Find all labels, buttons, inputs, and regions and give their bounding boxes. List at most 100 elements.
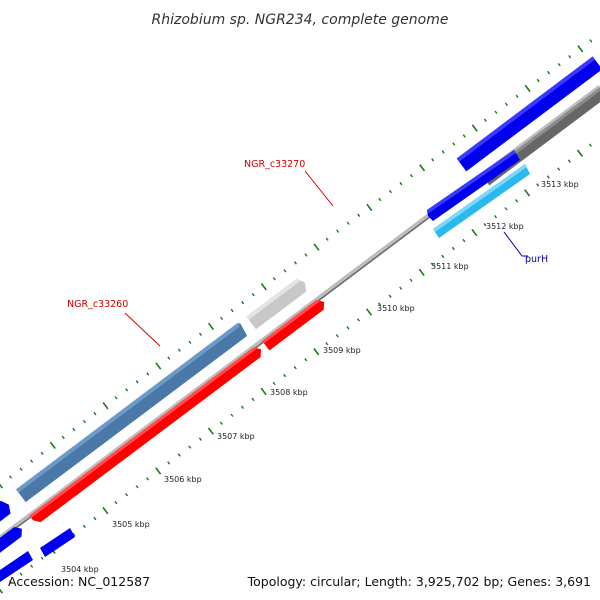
gene-blue-upper-right[interactable] <box>456 56 600 172</box>
tick-mark-inner <box>441 254 445 259</box>
tick-mark-outer <box>313 243 320 251</box>
tick-mark-outer <box>336 229 340 233</box>
tick-mark-outer <box>155 362 162 370</box>
tick-mark-outer <box>220 316 224 321</box>
tick-mark-inner <box>293 365 297 370</box>
tick-mark-outer <box>241 300 245 305</box>
callout-ngr-c33260 <box>124 312 161 347</box>
tick-mark-outer <box>589 39 593 43</box>
tick-mark-inner <box>135 485 139 489</box>
tick-mark-inner <box>82 524 86 529</box>
tick-mark-inner <box>494 214 498 219</box>
tick-mark-inner <box>230 413 234 417</box>
map-title: Rhizobium sp. NGR234, complete genome <box>152 12 449 28</box>
tick-mark-outer <box>114 396 118 400</box>
tick-mark-inner <box>388 294 392 298</box>
tick-mark-inner <box>546 175 550 179</box>
tick-mark-outer <box>504 102 508 107</box>
tick-mark-inner <box>177 453 181 457</box>
gene-purh[interactable] <box>433 164 530 238</box>
tick-mark-outer <box>251 292 255 297</box>
tick-mark-inner <box>251 397 255 402</box>
tick-mark-outer <box>135 380 139 384</box>
tick-mark-inner <box>356 318 360 322</box>
tick-mark-outer <box>177 348 181 352</box>
tick-mark-inner <box>325 342 329 346</box>
tick-label-3507: 3507 kbp <box>217 432 255 441</box>
tick-mark-outer <box>557 62 561 67</box>
tick-label-3508: 3508 kbp <box>270 388 308 397</box>
tick-mark-outer <box>260 283 267 291</box>
tick-mark-outer <box>93 411 97 416</box>
tick-label-3504: 3504 kbp <box>61 565 99 574</box>
tick-mark-outer <box>19 467 23 471</box>
tick-mark-inner <box>504 207 508 211</box>
gene-blue-lower-left[interactable] <box>0 524 25 564</box>
tick-mark-inner <box>335 334 339 338</box>
tick-mark-outer <box>230 308 234 313</box>
tick-mark-inner <box>409 278 413 282</box>
tick-mark-inner <box>462 238 466 243</box>
tick-mark-inner <box>515 199 519 203</box>
tick-mark-outer <box>524 84 531 93</box>
tick-mark-inner <box>198 437 202 441</box>
tick-mark-inner <box>378 302 382 306</box>
tick-mark-outer <box>494 110 498 114</box>
tick-mark-inner <box>167 461 171 465</box>
tick-mark-outer <box>452 142 456 146</box>
gene-blue-middle[interactable] <box>427 150 520 221</box>
tick-mark-outer <box>198 332 202 337</box>
gene-ngr-c33270[interactable] <box>246 276 309 330</box>
tick-mark-outer <box>40 451 44 456</box>
tick-label-3510: 3510 kbp <box>377 304 415 313</box>
tick-mark-inner <box>272 381 276 386</box>
tick-mark-outer <box>61 435 65 440</box>
tick-label-3512: 3512 kbp <box>486 222 524 231</box>
tick-mark-outer <box>366 203 373 212</box>
tick-mark-inner <box>588 143 592 147</box>
tick-mark-outer <box>207 322 215 331</box>
tick-mark-inner <box>102 506 109 515</box>
tick-mark-outer <box>462 134 466 138</box>
tick-mark-inner <box>146 477 150 481</box>
tick-mark-outer <box>293 261 297 265</box>
tick-mark-outer <box>515 94 519 99</box>
gene-blue-bottom-left[interactable] <box>0 528 75 582</box>
tick-mark-outer <box>82 419 86 424</box>
tick-mark-outer <box>568 54 572 59</box>
tick-mark-inner <box>304 357 308 362</box>
accession-text: Accession: NC_012587 <box>8 574 150 589</box>
inner-tick-row <box>0 143 592 594</box>
tick-mark-inner <box>219 421 223 425</box>
tick-mark-outer <box>102 402 109 410</box>
tick-mark-inner <box>365 308 373 316</box>
gene-ngr-c33260[interactable] <box>16 322 249 503</box>
tick-mark-inner <box>260 387 267 396</box>
tick-mark-outer <box>378 197 382 202</box>
tick-mark-inner <box>283 373 287 378</box>
tick-mark-inner <box>483 222 487 227</box>
tick-mark-outer <box>431 158 435 162</box>
tick-mark-inner <box>155 467 162 475</box>
tick-mark-inner <box>567 159 571 163</box>
tick-mark-outer <box>167 356 171 360</box>
gene-red-small[interactable] <box>262 297 328 351</box>
tick-mark-outer <box>483 118 487 122</box>
tick-label-3513: 3513 kbp <box>541 180 579 189</box>
tick-label-3509: 3509 kbp <box>323 346 361 355</box>
tick-mark-inner <box>557 167 561 171</box>
tick-mark-outer <box>188 340 192 344</box>
tick-mark-outer <box>325 237 329 241</box>
tick-mark-inner <box>313 348 320 356</box>
tick-mark-outer <box>9 475 13 479</box>
tick-mark-inner <box>240 405 245 410</box>
tick-mark-inner <box>576 149 583 157</box>
tick-mark-inner <box>125 492 129 497</box>
tick-mark-outer <box>304 253 308 257</box>
gene-red-large[interactable] <box>29 344 264 525</box>
tick-mark-inner <box>536 183 540 187</box>
tick-mark-outer <box>346 221 350 225</box>
tick-mark-outer <box>30 459 34 463</box>
gene-label-ngr-c33270: NGR_c33270 <box>244 159 305 170</box>
